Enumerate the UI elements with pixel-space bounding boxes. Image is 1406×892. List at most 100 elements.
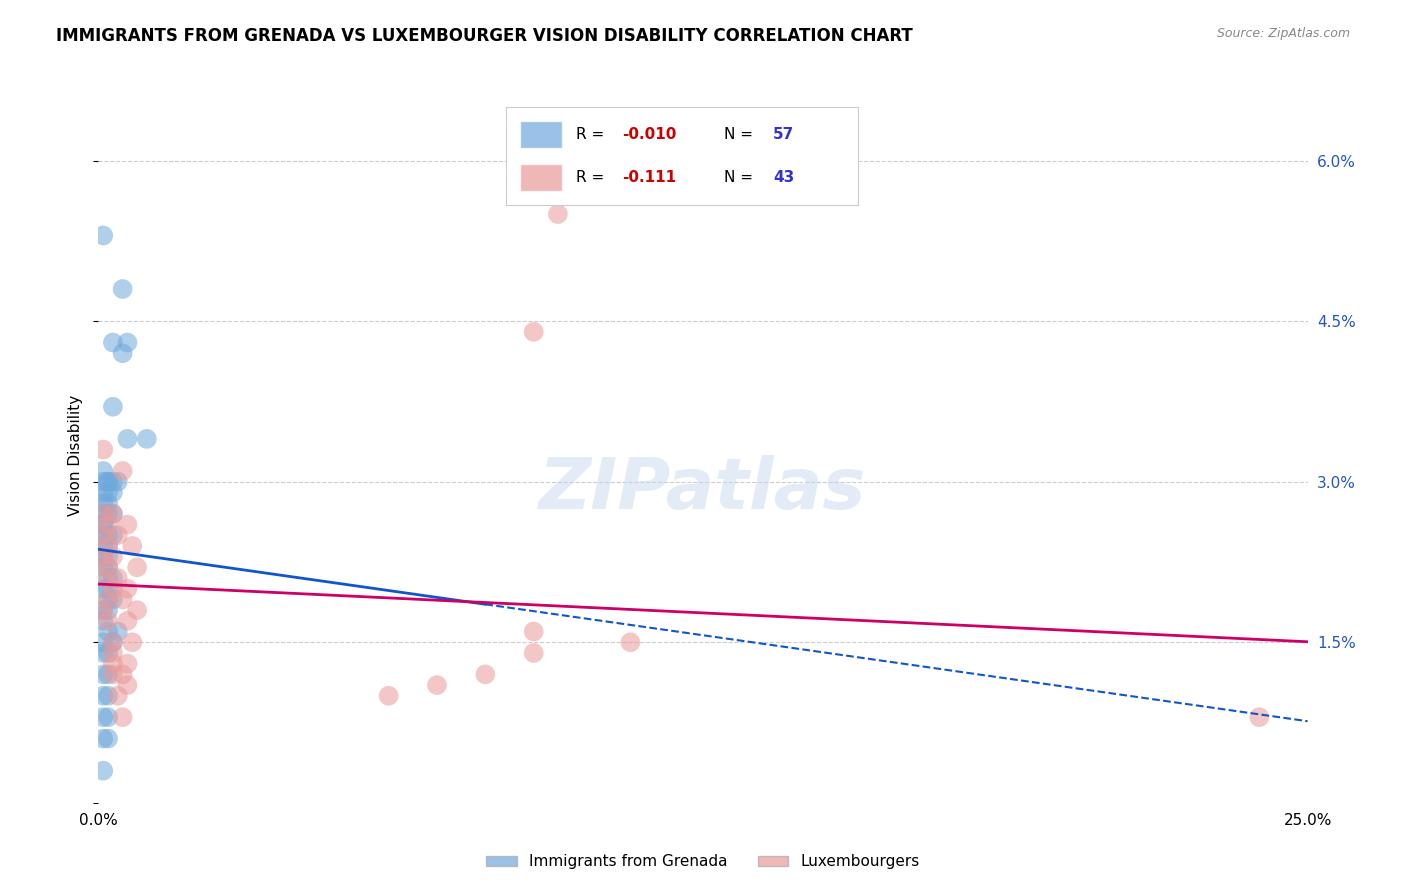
Point xyxy=(107,624,129,639)
Point xyxy=(97,646,120,660)
Point xyxy=(101,646,124,660)
Point xyxy=(97,560,120,574)
Point xyxy=(101,582,124,596)
Point xyxy=(97,549,120,564)
Point xyxy=(97,571,120,585)
Point xyxy=(101,592,124,607)
Point xyxy=(117,657,139,671)
Point xyxy=(117,517,139,532)
Point xyxy=(127,603,149,617)
Point xyxy=(121,635,143,649)
Text: -0.010: -0.010 xyxy=(621,127,676,142)
Point xyxy=(97,624,120,639)
Point xyxy=(1249,710,1271,724)
Point xyxy=(97,485,120,500)
Point xyxy=(97,582,120,596)
Point xyxy=(111,346,134,360)
Point xyxy=(101,571,124,585)
Point xyxy=(97,731,120,746)
Point xyxy=(97,475,120,489)
Point xyxy=(91,710,114,724)
Point xyxy=(523,325,546,339)
Text: N =: N = xyxy=(724,127,758,142)
Point xyxy=(91,517,114,532)
Point xyxy=(101,400,124,414)
Point xyxy=(91,582,114,596)
Point xyxy=(97,592,120,607)
Point xyxy=(107,475,129,489)
Point xyxy=(107,528,129,542)
Point xyxy=(101,667,124,681)
Point xyxy=(111,710,134,724)
Point xyxy=(547,207,569,221)
Point xyxy=(97,528,120,542)
Point xyxy=(117,678,139,692)
Point xyxy=(107,571,129,585)
Point xyxy=(91,571,114,585)
Point xyxy=(101,507,124,521)
Point xyxy=(117,335,139,350)
Point xyxy=(91,539,114,553)
Point xyxy=(91,603,114,617)
Point xyxy=(107,689,129,703)
Text: IMMIGRANTS FROM GRENADA VS LUXEMBOURGER VISION DISABILITY CORRELATION CHART: IMMIGRANTS FROM GRENADA VS LUXEMBOURGER … xyxy=(56,27,912,45)
Point xyxy=(101,475,124,489)
Point xyxy=(127,560,149,574)
Point xyxy=(117,614,139,628)
Point xyxy=(91,667,114,681)
Point xyxy=(101,657,124,671)
Point xyxy=(619,635,641,649)
Point xyxy=(474,667,496,681)
Point xyxy=(111,592,134,607)
Point xyxy=(91,485,114,500)
FancyBboxPatch shape xyxy=(520,120,562,148)
Point xyxy=(101,335,124,350)
Point xyxy=(111,464,134,478)
Point xyxy=(97,592,120,607)
Point xyxy=(101,507,124,521)
Point xyxy=(97,496,120,510)
Point xyxy=(117,582,139,596)
Text: R =: R = xyxy=(576,127,610,142)
Point xyxy=(91,731,114,746)
Point xyxy=(91,528,114,542)
Text: ZIPatlas: ZIPatlas xyxy=(540,455,866,524)
Point xyxy=(377,689,399,703)
Point xyxy=(91,507,114,521)
Point xyxy=(91,764,114,778)
Point xyxy=(91,464,114,478)
Point xyxy=(91,560,114,574)
Point xyxy=(97,539,120,553)
Point xyxy=(91,228,114,243)
Point xyxy=(97,517,120,532)
Point xyxy=(101,485,124,500)
Point xyxy=(91,507,114,521)
Point xyxy=(426,678,449,692)
Text: -0.111: -0.111 xyxy=(621,170,676,186)
Text: 57: 57 xyxy=(773,127,794,142)
Point xyxy=(91,442,114,457)
Point xyxy=(111,667,134,681)
Point xyxy=(97,710,120,724)
Point xyxy=(91,603,114,617)
Point xyxy=(523,624,546,639)
Text: 43: 43 xyxy=(773,170,794,186)
Text: N =: N = xyxy=(724,170,758,186)
Point xyxy=(91,646,114,660)
Point xyxy=(101,549,124,564)
Point xyxy=(91,689,114,703)
Point xyxy=(97,667,120,681)
Point xyxy=(117,432,139,446)
Y-axis label: Vision Disability: Vision Disability xyxy=(67,394,83,516)
Point xyxy=(91,475,114,489)
Point xyxy=(97,603,120,617)
Text: Source: ZipAtlas.com: Source: ZipAtlas.com xyxy=(1216,27,1350,40)
Point xyxy=(91,614,114,628)
Point xyxy=(101,635,124,649)
Point xyxy=(97,560,120,574)
Point xyxy=(101,635,124,649)
Point xyxy=(111,282,134,296)
Point xyxy=(135,432,157,446)
Point xyxy=(97,614,120,628)
Point xyxy=(91,549,114,564)
